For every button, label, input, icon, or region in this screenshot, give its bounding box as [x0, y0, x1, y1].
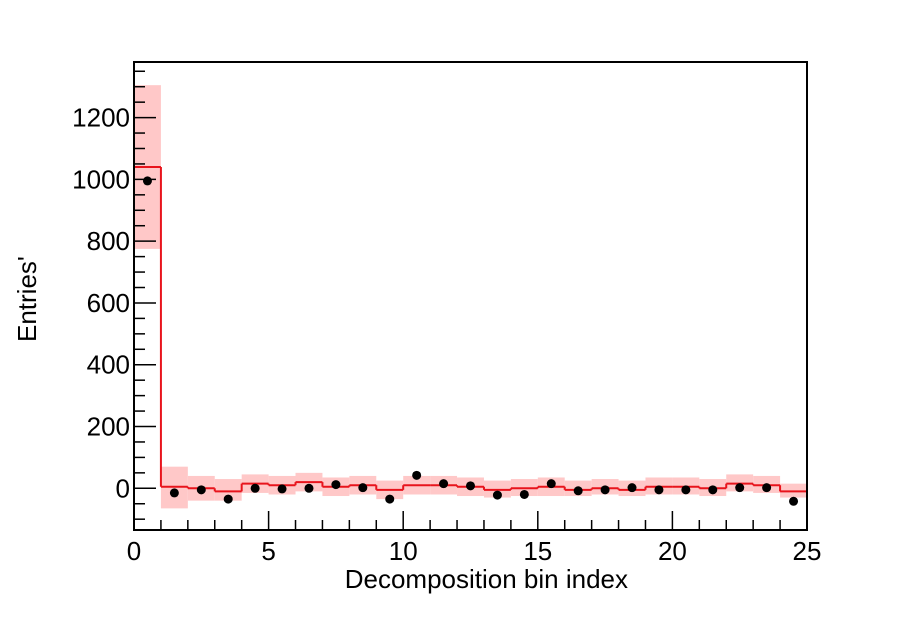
- data-point-13: [466, 481, 475, 491]
- data-point-12: [439, 479, 449, 489]
- x-tick-label-5: 5: [261, 536, 275, 566]
- x-axis-title: Decomposition bin index: [345, 564, 628, 594]
- data-point-22: [708, 485, 718, 495]
- data-point-24: [762, 483, 772, 493]
- x-tick-label-25: 25: [793, 536, 822, 566]
- data-points-series: [142, 176, 799, 506]
- data-point-14: [492, 490, 502, 500]
- data-point-2: [169, 488, 179, 498]
- data-point-8: [331, 480, 341, 490]
- y-tick-label-800: 800: [87, 226, 130, 256]
- data-point-20: [654, 485, 664, 495]
- data-point-17: [573, 486, 583, 496]
- y-tick-label-600: 600: [87, 288, 130, 318]
- data-point-3: [196, 485, 206, 495]
- y-tick-label-0: 0: [116, 473, 130, 503]
- data-point-18: [600, 485, 610, 495]
- data-point-21: [681, 485, 691, 495]
- data-point-19: [627, 483, 637, 493]
- data-point-5: [250, 483, 260, 493]
- data-point-1: [142, 176, 152, 186]
- data-point-7: [304, 483, 314, 493]
- x-tick-label-10: 10: [389, 536, 418, 566]
- data-point-9: [358, 483, 368, 493]
- tick-labels: 0 5 10 15 20 25 0 200 400 600 800 1000 1200: [72, 103, 821, 566]
- axis-ticks: [133, 70, 808, 530]
- y-tick-label-1200: 1200: [72, 103, 130, 133]
- x-tick-label-0: 0: [127, 536, 141, 566]
- data-point-23: [735, 483, 745, 493]
- data-point-15: [519, 489, 529, 499]
- plot-frame-border: [133, 61, 808, 531]
- data-point-25: [789, 496, 799, 506]
- data-point-4: [223, 494, 233, 504]
- data-point-6: [277, 484, 287, 494]
- y-tick-label-400: 400: [87, 350, 130, 380]
- uncertainty-bands: [134, 85, 807, 509]
- y-tick-label-200: 200: [87, 412, 130, 442]
- y-axis-title: Entries': [12, 256, 42, 342]
- y-tick-label-1000: 1000: [72, 164, 130, 194]
- uncertainty-band-bin-4: [214, 479, 242, 501]
- x-tick-label-20: 20: [658, 536, 687, 566]
- data-point-10: [385, 494, 395, 504]
- plot-frame: [133, 61, 808, 531]
- x-tick-label-15: 15: [523, 536, 552, 566]
- histogram-series: [133, 166, 807, 493]
- data-point-11: [412, 470, 422, 480]
- data-point-16: [546, 479, 556, 489]
